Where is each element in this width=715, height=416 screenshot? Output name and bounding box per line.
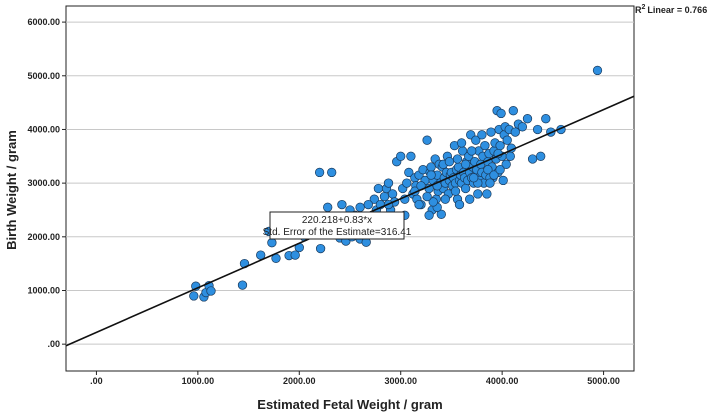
data-point <box>440 194 450 204</box>
y-tick-label: .00 <box>47 339 60 349</box>
data-point <box>406 151 416 161</box>
data-point <box>480 140 490 151</box>
y-tick-label: 2000.00 <box>27 232 60 242</box>
data-point <box>483 165 493 175</box>
data-point <box>486 127 496 137</box>
data-point <box>456 138 467 148</box>
data-point <box>489 170 499 180</box>
data-point <box>323 202 333 212</box>
data-point <box>404 167 414 178</box>
data-point <box>363 199 373 210</box>
x-tick-label: 4000.00 <box>486 376 519 386</box>
data-point <box>444 157 455 167</box>
x-tick-label: 3000.00 <box>384 376 417 386</box>
data-point <box>495 140 505 151</box>
tick-labels: .00 1000.00 2000.00 3000.00 4000.00 5000.00 60… <box>27 17 619 386</box>
data-point <box>315 243 326 254</box>
data-point <box>422 191 432 202</box>
data-point <box>501 159 511 169</box>
data-point <box>379 191 390 202</box>
data-point <box>373 183 384 194</box>
data-point <box>383 178 394 188</box>
data-point <box>541 114 551 124</box>
data-point <box>237 280 248 290</box>
data-point <box>527 154 538 164</box>
data-point <box>502 135 512 145</box>
data-point <box>396 151 406 161</box>
data-point <box>517 122 528 132</box>
data-point <box>290 250 300 260</box>
data-point <box>267 238 277 248</box>
y-tick-label: 5000.00 <box>27 71 60 81</box>
data-point <box>495 165 505 175</box>
std-error-text: Std. Error of the Estimate=316.41 <box>263 227 412 238</box>
data-point <box>465 194 475 204</box>
data-point <box>426 162 436 172</box>
r2-label: R2 Linear = 0.766 <box>635 4 707 15</box>
data-point <box>422 135 432 145</box>
data-point <box>436 209 446 219</box>
data-point <box>450 186 461 196</box>
r2-value: Linear = 0.766 <box>647 5 707 15</box>
data-point <box>414 199 424 210</box>
y-axis-title: Birth Weight / gram <box>4 130 19 250</box>
plot-area <box>65 5 635 372</box>
data-point <box>473 189 483 199</box>
data-point <box>508 106 518 116</box>
data-points <box>189 65 603 302</box>
data-point <box>337 199 347 210</box>
data-point <box>505 151 515 161</box>
data-point <box>460 159 471 169</box>
equation-box: 220.218+0.83*x Std. Error of the Estimat… <box>263 211 412 240</box>
data-point <box>424 210 434 220</box>
data-point <box>467 146 477 156</box>
data-point <box>428 197 438 207</box>
data-point <box>471 135 481 145</box>
data-point <box>477 130 487 140</box>
data-point <box>355 202 365 212</box>
x-tick-label: .00 <box>90 376 103 386</box>
x-axis-title: Estimated Fetal Weight / gram <box>257 397 442 412</box>
x-tick-label: 5000.00 <box>587 376 620 386</box>
data-point <box>327 167 337 178</box>
data-point <box>498 175 508 186</box>
data-point <box>189 291 199 301</box>
data-point <box>536 151 546 161</box>
data-point <box>426 170 436 180</box>
x-tick-label: 2000.00 <box>283 376 316 386</box>
data-point <box>460 183 471 194</box>
data-point <box>510 127 520 137</box>
data-point <box>522 114 533 124</box>
data-point <box>496 108 506 119</box>
data-point <box>482 189 492 199</box>
data-point <box>452 154 463 164</box>
data-point <box>469 173 479 183</box>
equation-text: 220.218+0.83*x <box>302 215 372 226</box>
data-point <box>485 178 495 188</box>
data-point <box>369 194 379 204</box>
data-point <box>314 167 325 178</box>
x-tick-label: 1000.00 <box>182 376 215 386</box>
data-point <box>592 65 603 76</box>
y-tick-label: 4000.00 <box>27 124 60 134</box>
data-point <box>454 199 465 210</box>
data-point <box>206 286 216 296</box>
y-tick-label: 1000.00 <box>27 285 60 295</box>
equation-box-frame <box>269 211 405 240</box>
r2-superscript: 2 <box>642 4 646 11</box>
data-point <box>387 189 398 199</box>
data-point <box>532 124 543 135</box>
data-point <box>402 178 412 188</box>
y-tick-label: 3000.00 <box>27 178 60 188</box>
y-tick-label: 6000.00 <box>27 17 60 27</box>
